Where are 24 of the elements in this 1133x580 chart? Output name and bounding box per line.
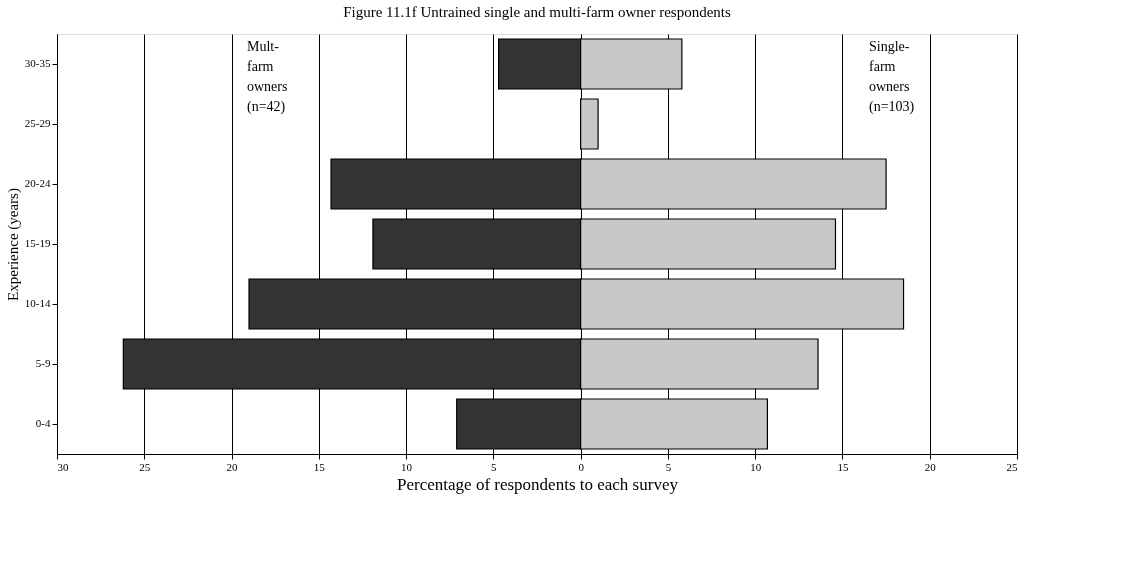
x-tick-label: 25 [1006, 460, 1018, 473]
y-tick-label: 20-24 [24, 177, 51, 189]
x-tick-label: 10 [750, 460, 762, 473]
x-axis-title: Percentage of respondents to each survey [397, 474, 679, 494]
x-tick-label: 20 [924, 460, 937, 473]
y-tick-label: 10-14 [24, 297, 51, 309]
x-tick-label: 15 [837, 460, 849, 473]
chart-title: Figure 11.1f Untrained single and multi-farm owner respondents [343, 4, 731, 20]
x-tick-label: 10 [401, 460, 413, 473]
x-tick-label: 0 [578, 460, 585, 473]
x-tick-label: 5 [491, 460, 498, 473]
y-tick-label: 15-19 [24, 237, 51, 249]
x-tick-label: 15 [313, 460, 326, 473]
y-tick-label: 30-35 [24, 57, 51, 69]
y-tick-label: 0-4 [35, 417, 51, 429]
x-tick-label: 5 [665, 460, 672, 473]
annotation: Single- farm owners (n=103) [869, 39, 915, 115]
y-axis-title: Experience (years) [4, 188, 22, 301]
x-tick-label: 20 [226, 460, 239, 473]
x-tick-label: 25 [139, 460, 151, 473]
y-tick-label: 5-9 [35, 357, 51, 369]
y-tick-label: 25-29 [24, 117, 51, 129]
annotation: Mult- farm owners (n=42) [247, 39, 288, 115]
x-tick-label: 30 [57, 460, 69, 473]
